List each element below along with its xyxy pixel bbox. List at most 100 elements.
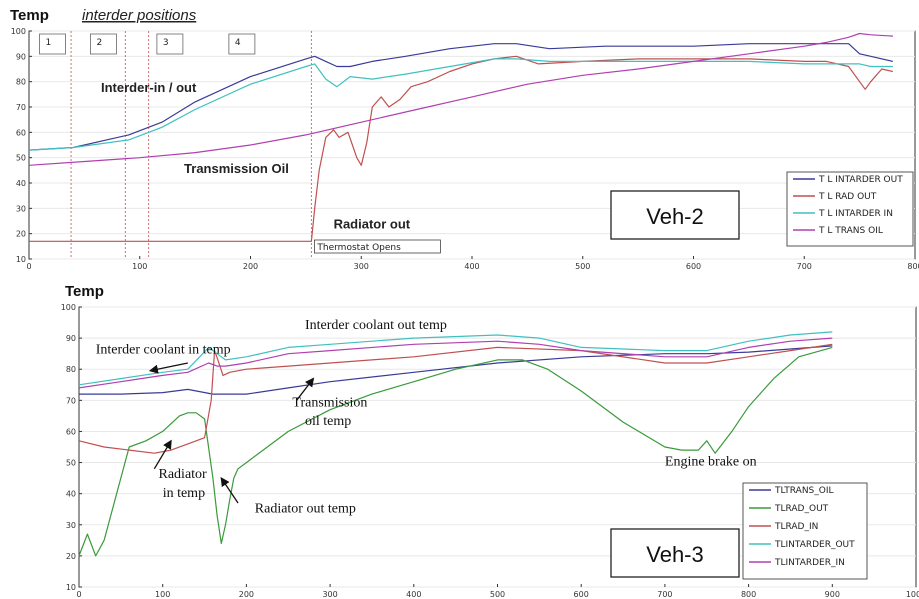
vehicle-badge: Veh-2 (610, 190, 740, 240)
x-tick-labels: 0 100 200 300 400 500 600 700 800 (26, 262, 919, 271)
y-tick-label: 20 (16, 230, 26, 239)
legend-label: TLTRANS_OIL (774, 486, 834, 496)
legend-label: TLINTARDER_OUT (774, 540, 855, 550)
annotation-label: Radiator out temp (255, 501, 356, 516)
x-tick-label: 400 (406, 590, 421, 599)
legend-box (742, 482, 868, 580)
y-tick-label: 40 (66, 490, 76, 499)
x-tick-label: 600 (686, 262, 701, 271)
legend-label: TLRAD_OUT (774, 504, 829, 514)
x-tick-label: 0 (26, 262, 31, 271)
annotation-label: Interder-in / out (101, 80, 197, 95)
x-tick-label: 500 (490, 590, 505, 599)
annotation-label: Radiator (159, 467, 208, 482)
annotation-arrows (148, 362, 315, 504)
y-tick-label: 30 (66, 521, 76, 530)
x-tick-label: 400 (464, 262, 479, 271)
y-tick-label: 80 (66, 365, 76, 374)
position-marker-box (90, 33, 117, 55)
x-tick-label: 600 (574, 590, 589, 599)
annotations: Interder-in / out Transmission Oil Radiato… (101, 80, 411, 232)
annotation-label: in temp (163, 486, 205, 501)
y-tick-label: 70 (66, 396, 76, 405)
legend-label: TLRAD_IN (774, 522, 818, 532)
x-tick-label: 900 (825, 590, 840, 599)
y-tick-label: 30 (16, 204, 26, 213)
y-tick-label: 10 (16, 255, 26, 264)
thermostat-note-box (314, 239, 441, 254)
series-line-t-l-rad-out (29, 55, 894, 242)
x-tick-label: 700 (797, 262, 812, 271)
position-markers: 1 2 3 4 Thermostat Opens (39, 31, 441, 259)
legend-label: T L RAD OUT (818, 192, 877, 202)
y-tick-label: 70 (16, 103, 26, 112)
x-tick-label: 100 (155, 590, 170, 599)
badge-label: Veh-3 (646, 542, 704, 567)
series-line-tlrad-in (78, 343, 833, 454)
y-tick-label: 60 (16, 128, 26, 137)
position-marker-label: 2 (96, 38, 102, 48)
series-lines (78, 331, 833, 557)
chart-title: Temp (10, 7, 49, 24)
x-tick-label: 200 (243, 262, 258, 271)
legend-label: TLINTARDER_IN (774, 558, 845, 568)
y-tick-labels: 10 20 30 40 50 60 70 80 90 100 (11, 27, 26, 264)
chart-subtitle: interder positions (82, 7, 197, 24)
position-marker-label: 4 (235, 38, 241, 48)
annotation-arrow (296, 377, 315, 401)
y-tick-label: 100 (61, 303, 76, 312)
x-tick-label: 800 (741, 590, 756, 599)
annotations: Interder coolant out temp Interder coolan… (96, 318, 757, 517)
annotation-label: Engine brake on (665, 455, 757, 470)
y-tick-labels: 10 20 30 40 50 60 70 80 90 100 (61, 303, 76, 592)
x-tick-label: 200 (239, 590, 254, 599)
annotation-arrow (220, 477, 239, 504)
x-tick-labels: 0 100 200 300 400 500 600 700 800 900 1000 (76, 590, 919, 599)
x-tick-label: 100 (132, 262, 147, 271)
position-marker-label: 1 (46, 38, 52, 48)
y-tick-label: 60 (66, 427, 76, 436)
y-tick-label: 20 (66, 552, 76, 561)
series-line-tltrans-oil (79, 345, 833, 395)
annotation-arrow (148, 362, 188, 374)
series-line-t-l-intarder-in (28, 58, 893, 151)
annotation-label: Radiator out (334, 217, 411, 232)
y-tick-label: 100 (11, 27, 26, 36)
x-tick-label: 300 (322, 590, 337, 599)
y-tick-label: 40 (16, 179, 26, 188)
y-tick-label: 10 (66, 583, 76, 592)
chart-veh-3: Temp 0 100 200 300 400 500 600 700 800 900 1000 10… (61, 283, 919, 599)
badge-label: Veh-2 (646, 204, 704, 229)
y-tick-label: 50 (16, 154, 26, 163)
series-line-t-l-trans-oil (28, 32, 893, 166)
annotation-arrow (153, 439, 172, 470)
x-tick-label: 800 (907, 262, 919, 271)
annotation-label: Interder coolant in temp (96, 343, 231, 358)
position-marker-box (156, 33, 184, 55)
plot-area (28, 30, 916, 260)
y-tick-label: 50 (66, 459, 76, 468)
y-tick-label: 90 (16, 52, 26, 61)
x-tick-label: 300 (354, 262, 369, 271)
legend-label: T L TRANS OIL (818, 226, 883, 236)
annotation-label: Transmission (292, 396, 367, 411)
y-tick-label: 80 (16, 78, 26, 87)
series-lines (28, 32, 894, 242)
position-marker-box (228, 33, 256, 55)
annotation-label: Transmission Oil (184, 161, 289, 176)
thermostat-note: Thermostat Opens (316, 243, 401, 253)
vehicle-badge: Veh-3 (610, 528, 740, 578)
series-line-tlintarder-out (78, 331, 833, 386)
legend-box (786, 171, 914, 247)
legend-label: T L INTARDER OUT (818, 175, 903, 185)
legend-label: T L INTARDER IN (818, 209, 893, 219)
legend: TLTRANS_OIL TLRAD_OUT TLRAD_IN TLINTARDER_O… (742, 482, 868, 580)
x-tick-label: 0 (76, 590, 81, 599)
position-marker-box (39, 33, 66, 55)
annotation-label: oil temp (305, 414, 351, 429)
legend: T L INTARDER OUT T L RAD OUT T L INTARDER … (786, 171, 914, 247)
series-line-tlrad-out (78, 346, 833, 557)
x-tick-label: 700 (657, 590, 672, 599)
x-tick-label: 500 (575, 262, 590, 271)
